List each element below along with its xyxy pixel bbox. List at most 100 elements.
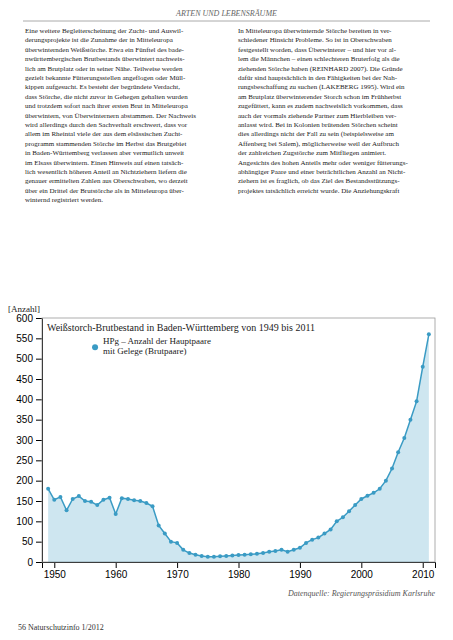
- point: [120, 496, 124, 500]
- text-line: Angesichts des hohen Anteils mehr oder w…: [238, 159, 408, 167]
- point: [71, 497, 75, 501]
- point: [101, 498, 105, 502]
- point: [316, 536, 320, 540]
- tick-mark: [423, 562, 424, 568]
- point: [279, 548, 283, 552]
- point: [255, 552, 259, 556]
- point: [415, 399, 419, 403]
- text-line: ziehern ist es fraglich, ob das Ziel des…: [238, 177, 400, 185]
- point: [144, 501, 148, 505]
- tick: 1960: [105, 562, 128, 580]
- legend-marker: [92, 344, 98, 350]
- tick-mark: [36, 542, 42, 543]
- tick: 1950: [44, 562, 67, 580]
- text-column: Eine weitere Begleiterscheinung der Zuch…: [25, 27, 196, 204]
- point: [206, 555, 210, 559]
- text-line: abhängiger Paare und einer beträchtliche…: [238, 168, 406, 176]
- point: [132, 498, 136, 502]
- text-line: in Baden-Württemberg verlassen aber verm…: [25, 149, 184, 157]
- y-label: [Anzahl]: [8, 304, 40, 314]
- area: [48, 334, 429, 562]
- text-line: und trotzdem sofort nach ihrer ersten Br…: [25, 102, 189, 110]
- tick-label: 350: [16, 414, 33, 425]
- text-line: derungsprojekte ist die Zunahme der in M…: [25, 36, 174, 44]
- text-line: am Brutplatz überwinterender Storch scho…: [238, 93, 401, 101]
- marks: [46, 332, 431, 562]
- tick: 1990: [289, 562, 312, 580]
- tick-label: 450: [16, 374, 33, 385]
- tick-mark: [36, 338, 42, 339]
- tick-label: 100: [16, 516, 33, 527]
- text-line: gezielt bekannte Fütterungsstellen angef…: [25, 74, 186, 82]
- text-line: genauer ermittelten Zahlen aus Oberschwa…: [25, 177, 188, 185]
- point: [298, 546, 302, 550]
- tick-mark: [36, 379, 42, 380]
- text-line: der zahlreichen Zugstörche zum Mitfliege…: [238, 149, 386, 157]
- text-line: HPg – Anzahl der Hauptpaare: [103, 336, 211, 346]
- tick: 250: [16, 455, 42, 466]
- point: [237, 553, 241, 557]
- tick-mark: [36, 521, 42, 522]
- point: [267, 550, 271, 554]
- point: [261, 551, 265, 555]
- text-line: festgestellt worden, dass Überwinterer –…: [238, 46, 397, 54]
- text-line: mit Gelege (Brutpaare): [103, 346, 186, 356]
- text-line: programm stammenden Störche im Herbst da…: [25, 140, 186, 148]
- point: [52, 498, 56, 502]
- point: [353, 503, 357, 507]
- point: [95, 503, 99, 507]
- point: [408, 418, 412, 422]
- point: [200, 554, 204, 558]
- x-axis: 1950 1960 1970 1980 1990 2000 2010: [43, 562, 436, 580]
- tick: 600: [16, 313, 42, 324]
- tick-label: 300: [16, 435, 33, 446]
- text-line: dafür sind hauptsächlich in den Fähigkei…: [238, 74, 398, 82]
- point: [402, 436, 406, 440]
- point: [384, 479, 388, 483]
- text-line: überwintern, von Überwinternern abstamme…: [25, 112, 196, 120]
- text-line: projektes tatsächlich erreicht wurde. Di…: [238, 187, 399, 195]
- tick-mark: [36, 562, 42, 563]
- text-line: dass Störche, die nicht zuvor in Gehegen…: [25, 93, 188, 101]
- tick-label: 600: [16, 313, 33, 324]
- point: [212, 555, 216, 559]
- point: [108, 496, 112, 500]
- point: [126, 497, 130, 501]
- tick: 50: [22, 536, 42, 547]
- tick-label: 1950: [44, 569, 67, 580]
- text-line: Eine weitere Begleiterscheinung der Zuch…: [25, 27, 184, 35]
- point: [365, 494, 369, 498]
- text-line: anlasst wird. Bei in Kolonien brütenden …: [238, 121, 398, 129]
- axis-line: [36, 319, 43, 563]
- point: [187, 551, 191, 555]
- tick-mark: [36, 399, 42, 400]
- point: [89, 500, 93, 504]
- point: [427, 332, 431, 336]
- text-line: allem im Rheintal viele der aus dem elsä…: [25, 130, 183, 138]
- header-rule: [23, 21, 430, 22]
- point: [194, 553, 198, 557]
- tick: 450: [16, 374, 42, 385]
- point: [138, 499, 142, 503]
- text-line: lich wesentlich höheren Anteil an Nichtz…: [25, 168, 187, 176]
- tick-mark: [36, 318, 42, 319]
- tick: 2000: [351, 562, 374, 580]
- tick-label: 1980: [228, 569, 251, 580]
- tick-mark: [361, 562, 362, 568]
- tick: 2010: [412, 562, 435, 580]
- text-line: lem die Männchen – einen schlechteren Br…: [238, 55, 400, 63]
- tick: 400: [16, 394, 42, 405]
- point: [243, 553, 247, 557]
- legend-label: HPg – Anzahl der Hauptpaaremit Gelege (B…: [103, 336, 211, 356]
- tick-mark: [300, 562, 301, 568]
- text-line: zugefüttert, kann es zudem nachweislich …: [238, 102, 403, 110]
- tick: 1970: [166, 562, 189, 580]
- point: [390, 466, 394, 470]
- title: Weißstorch-Brutbestand in Baden-Württemb…: [47, 322, 315, 333]
- tick: 550: [16, 333, 42, 344]
- tick-mark: [36, 440, 42, 441]
- point: [286, 550, 290, 554]
- point: [224, 554, 228, 558]
- text-line: rungsbeschaffung zu suchen (LAKEBERG 199…: [238, 83, 405, 91]
- tick-mark: [36, 460, 42, 461]
